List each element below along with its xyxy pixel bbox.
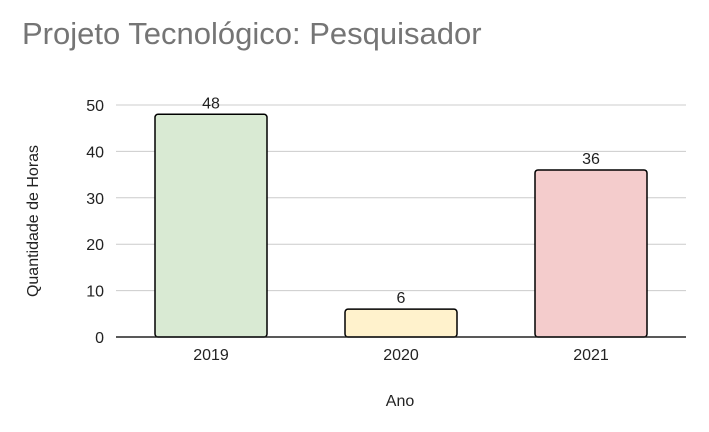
x-tick-label-2019: 2019 <box>193 347 229 364</box>
x-tick-label-2021: 2021 <box>573 347 609 364</box>
bar-2021 <box>534 169 648 338</box>
bars <box>154 113 648 338</box>
bar-2019 <box>154 113 268 338</box>
y-tick-label: 50 <box>86 98 104 115</box>
y-tick-label: 10 <box>86 284 104 301</box>
y-tick-label: 30 <box>86 191 104 208</box>
y-tick-label: 40 <box>86 144 104 161</box>
chart-title: Projeto Tecnológico: Pesquisador <box>22 16 482 51</box>
y-tick-labels: 0 10 20 30 40 50 <box>86 98 104 347</box>
x-tick-label-2020: 2020 <box>383 347 419 364</box>
y-axis-label: Quantidade de Horas <box>25 145 42 297</box>
data-label-2021: 36 <box>582 151 600 168</box>
y-tick-label: 0 <box>95 330 104 347</box>
x-axis-label: Ano <box>386 393 415 410</box>
data-labels: 48 6 36 <box>202 95 600 307</box>
data-label-2020: 6 <box>397 290 406 307</box>
bar-2020 <box>344 308 458 338</box>
x-tick-labels: 2019 2020 2021 <box>193 347 609 364</box>
y-tick-label: 20 <box>86 237 104 254</box>
data-label-2019: 48 <box>202 95 220 112</box>
